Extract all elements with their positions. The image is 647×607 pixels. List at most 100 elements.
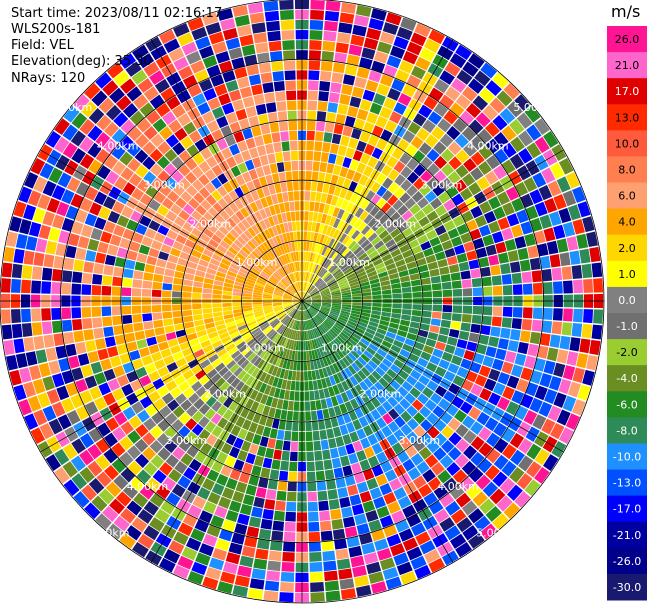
radar-cell <box>263 308 274 313</box>
radar-cell <box>318 389 326 400</box>
radar-cell <box>458 261 470 272</box>
radar-cell <box>359 315 370 321</box>
radar-cell <box>129 476 145 492</box>
radar-cell <box>156 258 167 268</box>
radar-cell <box>268 386 277 397</box>
radar-cell <box>410 555 427 570</box>
radar-cell <box>198 429 211 442</box>
radar-cell <box>327 102 339 113</box>
radar-cell <box>326 331 335 341</box>
radar-cell <box>286 100 297 111</box>
radar-cell <box>79 433 95 449</box>
radar-cell <box>254 199 264 211</box>
radar-cell <box>417 329 429 338</box>
radar-cell <box>32 207 46 224</box>
radar-cell <box>399 348 411 358</box>
radar-cell <box>204 169 217 181</box>
range-ring-label: 1.00km <box>328 256 370 269</box>
radar-cell <box>121 205 134 219</box>
radar-cell <box>262 82 274 94</box>
radar-cell <box>401 281 411 288</box>
radar-cell <box>89 386 102 400</box>
radar-cell <box>289 319 295 329</box>
radar-cell <box>191 343 202 353</box>
radar-cell <box>262 325 272 334</box>
radar-cell <box>235 318 246 325</box>
radar-cell <box>366 477 379 490</box>
radar-cell <box>156 155 170 169</box>
radar-cell <box>562 280 573 294</box>
radar-cell <box>192 292 202 299</box>
radar-cell <box>501 159 516 175</box>
radar-cell <box>39 423 54 440</box>
radar-cell <box>320 152 329 163</box>
radar-cell <box>388 182 400 194</box>
radar-cell <box>388 408 400 420</box>
radar-cell <box>295 211 300 221</box>
radar-cell <box>119 135 134 151</box>
radar-cell <box>305 170 312 181</box>
radar-cell <box>165 210 178 222</box>
radar-cell <box>13 201 27 218</box>
radar-cell <box>179 251 191 261</box>
radar-cell <box>393 160 406 173</box>
radar-cell <box>569 250 581 265</box>
radar-cell <box>387 421 400 433</box>
radar-cell <box>376 328 387 336</box>
radar-cell <box>330 416 339 428</box>
radar-cell <box>416 461 430 475</box>
radar-cell <box>422 119 436 133</box>
radar-cell <box>245 192 255 204</box>
radar-cell <box>295 301 302 308</box>
radar-cell <box>53 255 65 269</box>
radar-cell <box>308 380 314 391</box>
radar-cell <box>484 417 499 432</box>
radar-cell <box>440 274 451 283</box>
radar-cell <box>302 301 305 311</box>
radar-cell <box>455 94 471 110</box>
radar-cell <box>81 484 98 501</box>
radar-cell <box>304 381 309 391</box>
radar-cell <box>291 309 297 318</box>
radar-cell <box>267 375 275 386</box>
radar-cell <box>107 346 119 358</box>
radar-cell <box>125 61 142 77</box>
colorbar-tick-label: -13.0 <box>613 477 641 490</box>
radar-cell <box>298 251 301 261</box>
radar-cell <box>146 336 158 347</box>
radar-cell <box>237 221 247 232</box>
radar-cell <box>354 232 364 243</box>
radar-cell <box>351 332 362 341</box>
radar-cell <box>379 320 390 327</box>
radar-cell <box>253 287 264 292</box>
radar-cell <box>180 190 193 203</box>
radar-cell <box>139 102 155 117</box>
radar-cell <box>340 287 351 292</box>
radar-cell <box>493 165 507 180</box>
radar-cell <box>258 414 268 426</box>
radar-cell <box>324 333 333 342</box>
radar-cell <box>292 298 302 301</box>
radar-cell <box>320 307 330 313</box>
radar-cell <box>103 220 116 234</box>
radar-cell <box>378 229 390 240</box>
radar-cell <box>30 157 46 175</box>
radar-cell <box>316 280 325 288</box>
radar-cell <box>386 55 402 69</box>
radar-cell <box>171 104 186 119</box>
radar-cell <box>447 171 461 185</box>
radar-cell <box>375 366 386 377</box>
radar-cell <box>446 125 461 140</box>
radar-cell <box>319 162 328 173</box>
radar-cell <box>553 362 566 378</box>
radar-cell <box>262 164 272 176</box>
radar-cell <box>439 70 455 85</box>
radar-cell <box>496 191 510 206</box>
radar-cell <box>71 307 82 319</box>
radar-cell <box>381 400 393 412</box>
radar-cell <box>387 267 398 276</box>
radar-cell <box>294 301 302 308</box>
radar-cell <box>298 320 301 331</box>
radar-cell <box>149 517 165 532</box>
radar-cell <box>133 270 144 280</box>
